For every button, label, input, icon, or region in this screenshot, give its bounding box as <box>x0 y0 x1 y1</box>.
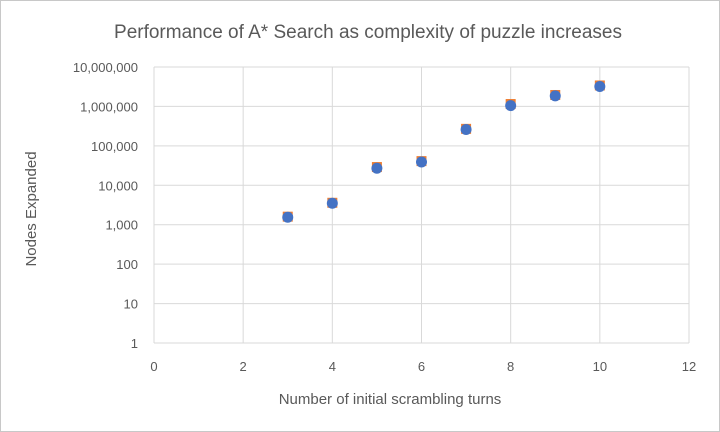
x-tick-label: 4 <box>329 359 336 374</box>
y-tick-label: 1 <box>131 336 138 351</box>
y-tick-label: 10,000 <box>98 178 138 193</box>
y-tick-label: 100 <box>116 257 138 272</box>
y-tick-label: 10 <box>124 297 138 312</box>
series-2-point <box>594 81 606 93</box>
x-tick-labels: 0 2 4 6 8 10 12 <box>150 359 696 374</box>
series-2-point <box>460 123 472 135</box>
x-tick-label: 0 <box>150 359 157 374</box>
y-tick-label: 1,000 <box>105 218 138 233</box>
y-axis-title: Nodes Expanded <box>23 151 40 266</box>
y-tick-label: 10,000,000 <box>73 60 138 75</box>
y-tick-labels: 1 10 100 1,000 10,000 100,000 1,000,000 10,000,… <box>73 60 138 351</box>
x-axis-title: Number of initial scrambling turns <box>279 391 502 408</box>
series-2-point <box>371 162 383 174</box>
series-2-point <box>282 211 294 223</box>
gridlines <box>153 66 690 344</box>
y-tick-label: 1,000,000 <box>80 99 138 114</box>
series-2-point <box>549 90 561 102</box>
x-tick-label: 6 <box>418 359 425 374</box>
chart-title: Performance of A* Search as complexity o… <box>114 22 622 43</box>
data-points <box>282 80 606 223</box>
x-tick-label: 10 <box>593 359 607 374</box>
series-2-point <box>416 156 427 168</box>
series-2-point <box>326 197 338 209</box>
x-tick-label: 12 <box>682 359 696 374</box>
x-tick-label: 8 <box>507 359 514 374</box>
y-tick-label: 100,000 <box>91 139 138 154</box>
x-tick-label: 2 <box>240 359 247 374</box>
series-2-point <box>505 100 517 112</box>
